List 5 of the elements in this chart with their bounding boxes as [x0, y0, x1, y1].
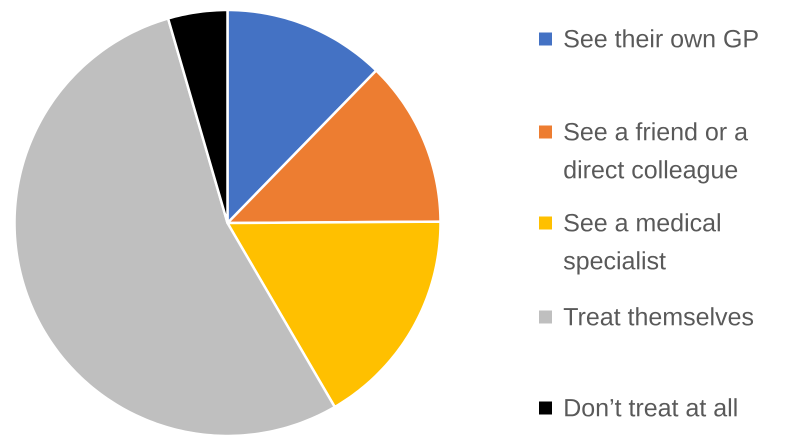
legend-label: See a friend or a direct colleague [564, 122, 748, 184]
legend-label: See their own GP [564, 29, 758, 48]
legend-label: Treat themselves [564, 307, 754, 326]
legend-label: See a medical specialist [564, 213, 720, 274]
legend-label: Don’t treat at all [565, 398, 737, 417]
